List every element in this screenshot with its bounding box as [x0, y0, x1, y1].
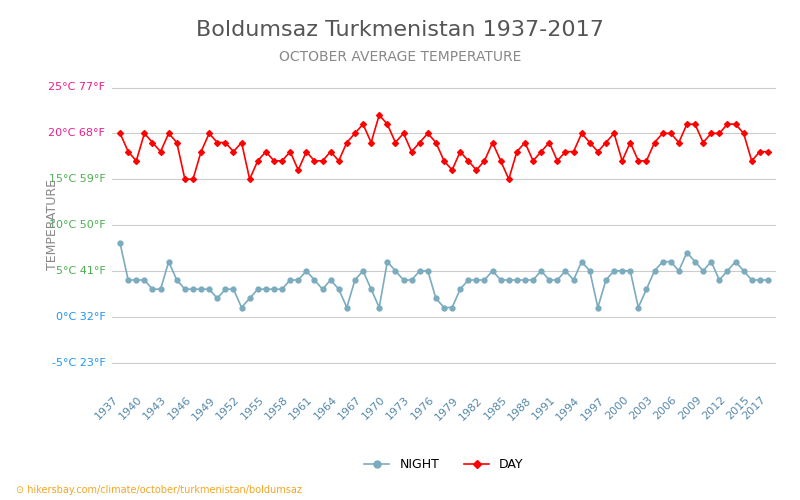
Text: OCTOBER AVERAGE TEMPERATURE: OCTOBER AVERAGE TEMPERATURE — [279, 50, 521, 64]
Text: 10°C 50°F: 10°C 50°F — [49, 220, 106, 230]
Text: 0°C 32°F: 0°C 32°F — [56, 312, 106, 322]
Text: -5°C 23°F: -5°C 23°F — [52, 358, 106, 368]
Text: 15°C 59°F: 15°C 59°F — [49, 174, 106, 184]
Legend: NIGHT, DAY: NIGHT, DAY — [359, 453, 529, 476]
Text: 5°C 41°F: 5°C 41°F — [56, 266, 106, 276]
Text: 25°C 77°F: 25°C 77°F — [48, 82, 106, 92]
Text: ⊙ hikersbay.com/climate/october/turkmenistan/boldumsaz: ⊙ hikersbay.com/climate/october/turkmeni… — [16, 485, 302, 495]
Text: 20°C 68°F: 20°C 68°F — [49, 128, 106, 138]
Text: Boldumsaz Turkmenistan 1937-2017: Boldumsaz Turkmenistan 1937-2017 — [196, 20, 604, 40]
Text: TEMPERATURE: TEMPERATURE — [46, 180, 58, 270]
